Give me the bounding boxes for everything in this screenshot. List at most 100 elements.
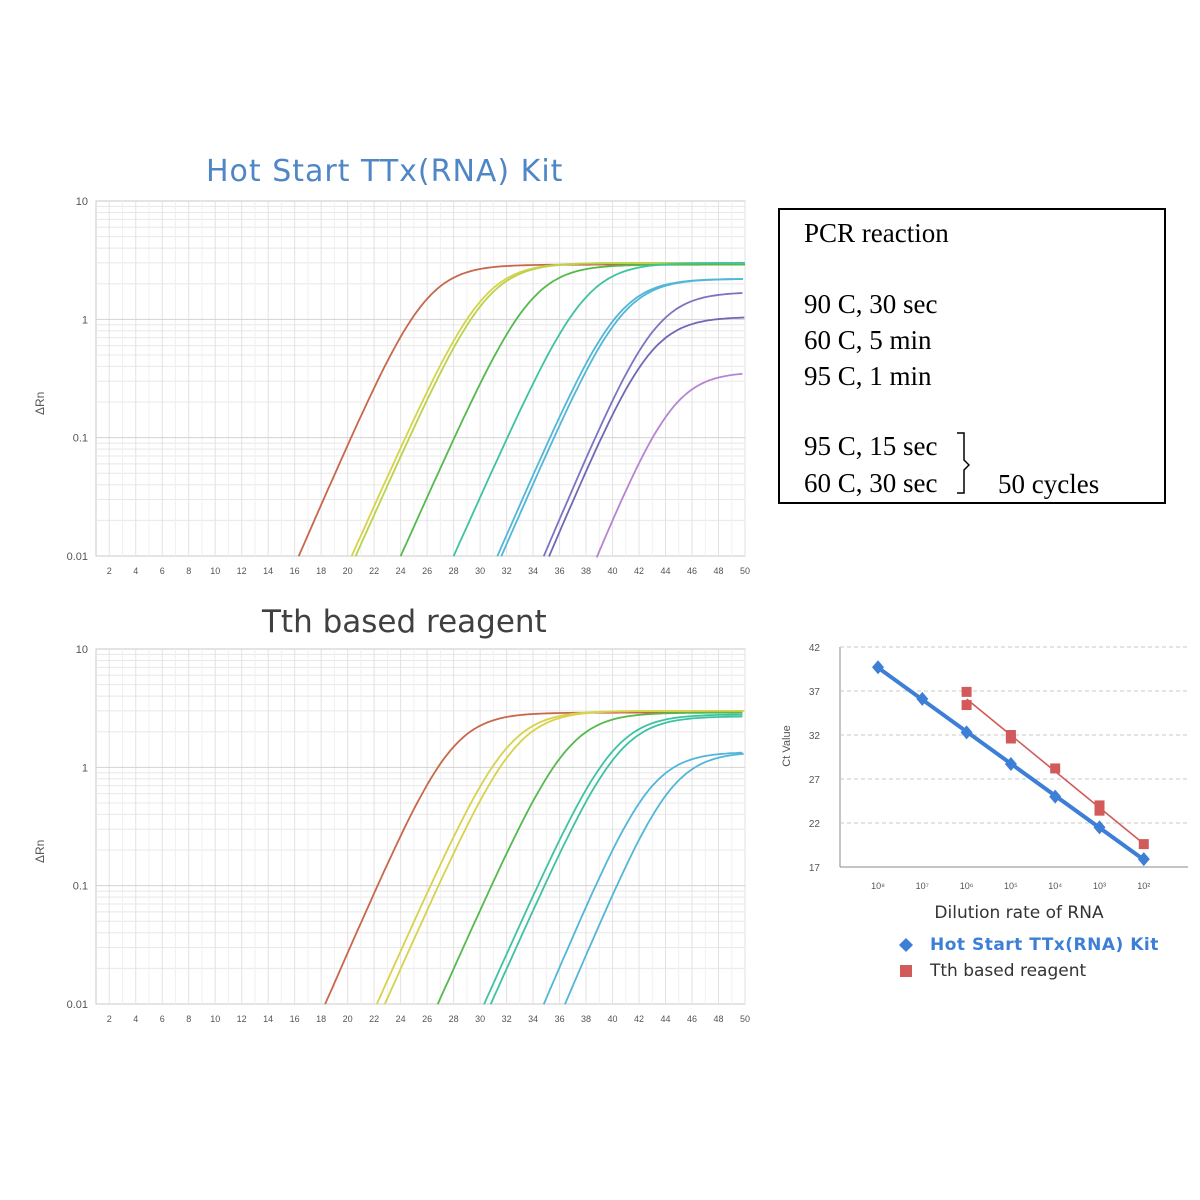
- data-point: [961, 700, 972, 711]
- x-tick-label: 12: [237, 566, 247, 576]
- x-tick-label: 8: [186, 1014, 191, 1024]
- y-tick-label: 0.1: [73, 433, 88, 445]
- plot-area: [95, 648, 746, 1005]
- y-tick-label: 37: [809, 687, 821, 698]
- x-tick-label: 10⁴: [1048, 881, 1062, 891]
- x-tick-label: 10²: [1137, 881, 1150, 891]
- y-tick-label: 42: [809, 643, 821, 654]
- x-tick-label: 44: [661, 566, 671, 576]
- y-axis-label: ΔRn: [33, 392, 47, 415]
- data-point: [1094, 800, 1105, 811]
- amplification-curve: [489, 715, 743, 1005]
- x-tick-label: 48: [714, 1014, 724, 1024]
- x-tick-label: 22: [369, 1014, 379, 1024]
- x-axis-label: Dilution rate of RNA: [934, 903, 1104, 923]
- x-tick-label: 32: [502, 1014, 512, 1024]
- amplification-curve: [542, 751, 743, 1005]
- legend-label: Tth based reagent: [930, 961, 1087, 981]
- x-tick-label: 42: [634, 1014, 644, 1024]
- amplification-curve: [350, 262, 743, 557]
- pcr-box-title: PCR reaction: [804, 218, 949, 248]
- amplification-curve: [483, 713, 743, 1005]
- pcr-cycle-step: 60 C, 30 sec: [804, 468, 938, 498]
- x-tick-label: 28: [449, 566, 459, 576]
- x-tick-label: 48: [714, 566, 724, 576]
- x-tick-label: 46: [687, 566, 697, 576]
- y-axis-label: ΔRn: [33, 840, 47, 863]
- amplification-curve: [354, 262, 743, 557]
- amplification-curve: [548, 316, 745, 557]
- x-tick-label: 2: [107, 1014, 112, 1024]
- data-point: [1050, 763, 1061, 774]
- x-tick-label: 24: [396, 566, 406, 576]
- x-tick-label: 20: [343, 566, 353, 576]
- y-tick-label: 22: [809, 819, 821, 830]
- x-tick-label: 10: [210, 566, 220, 576]
- y-axis-label: Ct Value: [781, 725, 793, 766]
- x-tick-label: 34: [528, 1014, 538, 1024]
- y-tick-label: 1: [82, 314, 88, 326]
- x-tick-label: 10⁵: [1004, 881, 1018, 891]
- x-tick-label: 24: [396, 1014, 406, 1024]
- amplification-curve: [436, 711, 743, 1005]
- pcr-reaction-box: PCR reaction 90 C, 30 sec 60 C, 5 min 95…: [778, 208, 1166, 504]
- data-point: [960, 725, 973, 740]
- x-tick-label: 10: [210, 1014, 220, 1024]
- x-tick-label: 14: [263, 566, 273, 576]
- x-tick-label: 40: [608, 566, 618, 576]
- diamond-marker-icon: [899, 938, 913, 952]
- x-tick-label: 38: [581, 1014, 591, 1024]
- pcr-cycles-label: 50 cycles: [998, 469, 1100, 499]
- amplification-curve: [297, 263, 743, 557]
- y-tick-label: 0.1: [73, 881, 88, 893]
- amplification-curve: [496, 278, 743, 557]
- x-tick-label: 38: [581, 566, 591, 576]
- data-point: [1137, 852, 1150, 867]
- x-tick-label: 26: [422, 566, 432, 576]
- pcr-step: 90 C, 30 sec: [804, 289, 938, 319]
- square-marker-icon: [900, 965, 912, 977]
- amplification-chart-title-top: Hot Start TTx(RNA) Kit: [206, 154, 564, 189]
- x-tick-label: 34: [528, 566, 538, 576]
- amplification-curve: [452, 262, 745, 557]
- amplification-curve: [375, 710, 745, 1005]
- x-tick-label: 28: [449, 1014, 459, 1024]
- x-tick-label: 8: [186, 566, 191, 576]
- legend-label: Hot Start TTx(RNA) Kit: [930, 935, 1159, 955]
- x-tick-label: 50: [740, 1014, 750, 1024]
- y-tick-label: 32: [809, 731, 821, 742]
- x-tick-label: 36: [555, 566, 565, 576]
- x-tick-label: 20: [343, 1014, 353, 1024]
- x-tick-label: 10⁷: [916, 881, 929, 891]
- amplification-curve: [595, 372, 743, 558]
- x-tick-label: 10³: [1093, 881, 1106, 891]
- data-point: [1138, 839, 1149, 850]
- legend-item-tth: Tth based reagent: [898, 958, 1159, 984]
- data-point: [1005, 730, 1016, 740]
- y-tick-label: 10: [76, 196, 88, 208]
- data-point: [1005, 733, 1016, 744]
- x-tick-label: 18: [316, 566, 326, 576]
- amplification-curve: [399, 263, 745, 557]
- y-tick-label: 10: [76, 644, 88, 656]
- amplification-curve: [564, 752, 744, 1005]
- amplification-curve: [324, 711, 743, 1005]
- x-tick-label: 4: [133, 566, 138, 576]
- x-tick-label: 42: [634, 566, 644, 576]
- pcr-step: 60 C, 5 min: [804, 325, 932, 355]
- x-tick-label: 16: [290, 1014, 300, 1024]
- x-tick-label: 14: [263, 1014, 273, 1024]
- trend-line: [876, 665, 1145, 862]
- data-point: [872, 660, 884, 675]
- x-tick-label: 2: [107, 566, 112, 576]
- x-tick-label: 30: [475, 1014, 485, 1024]
- y-tick-label: 0.01: [67, 551, 88, 563]
- amplification-curve: [383, 710, 743, 1005]
- x-tick-label: 6: [160, 566, 165, 576]
- x-tick-label: 12: [237, 1014, 247, 1024]
- y-tick-label: 0.01: [67, 999, 88, 1011]
- x-tick-label: 16: [290, 566, 300, 576]
- plot-area: [95, 200, 746, 557]
